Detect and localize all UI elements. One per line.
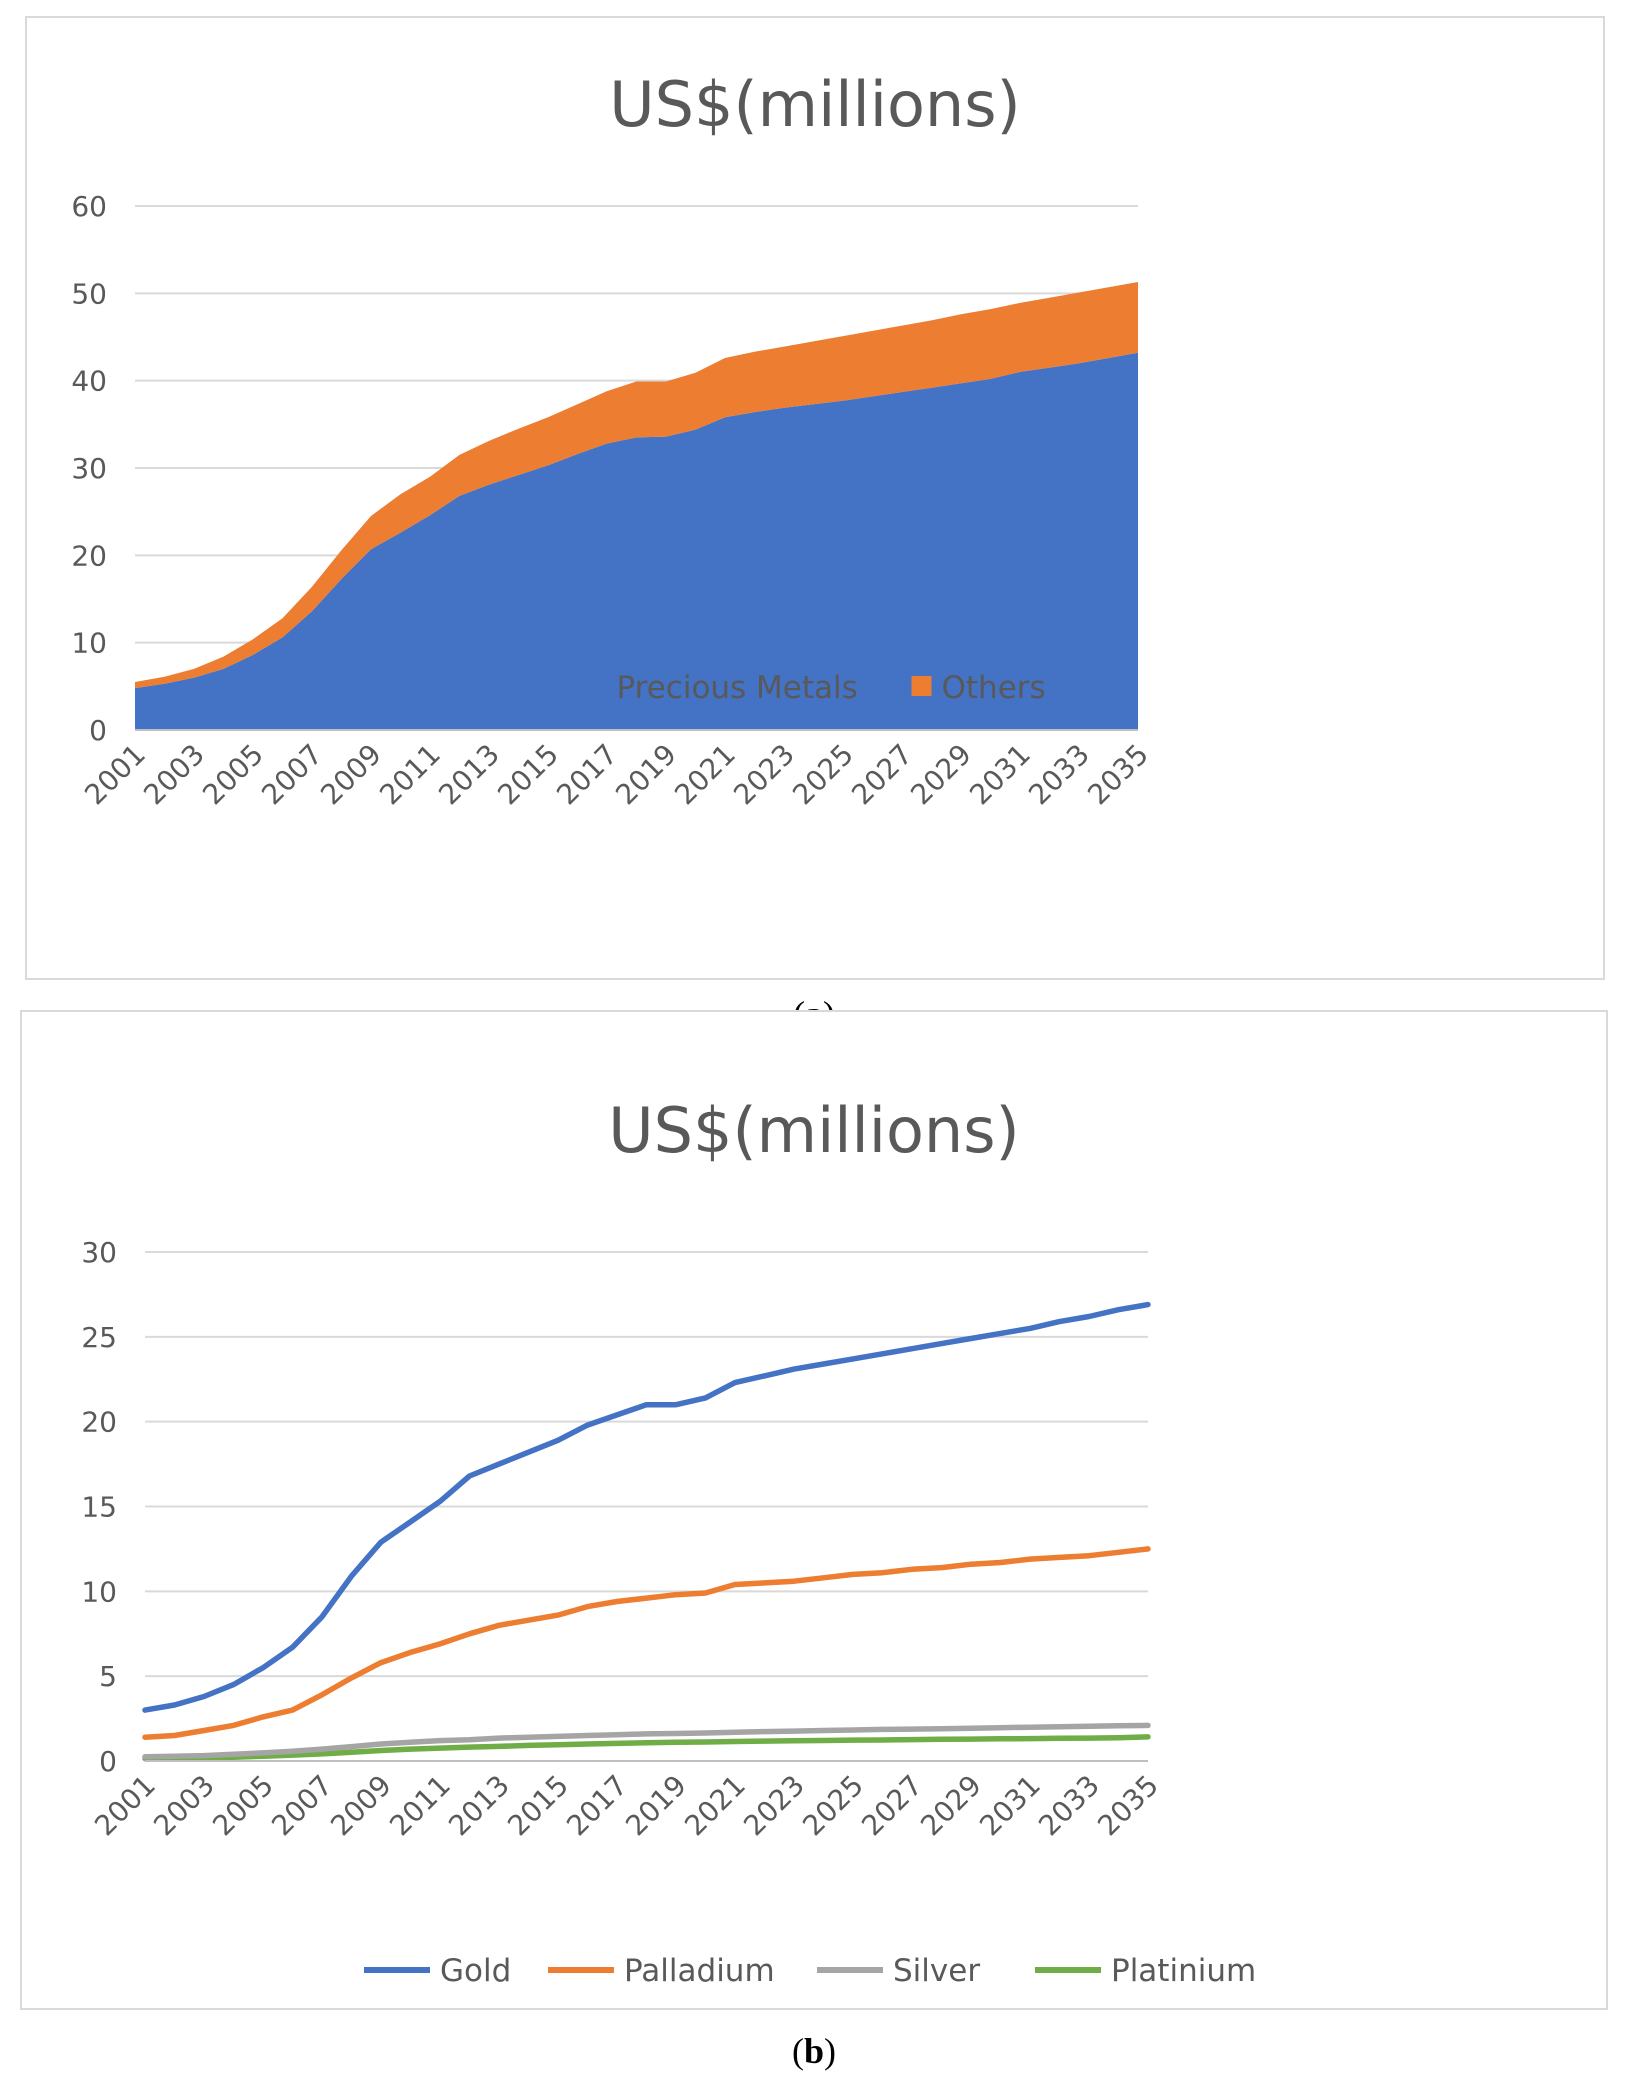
chart-a-x-tick-label: 2017 [550,738,624,812]
chart-b-legend-item: Palladium [548,1953,775,1989]
chart-a-x-tick-label: 2005 [196,738,270,812]
chart-panel-a: US$(millions) 0 10 20 30 40 50 60 2001 2003 2005 20… [25,16,1605,980]
chart-b-series-silver-line [142,1722,1151,1760]
chart-b-x-tick-label: 2015 [501,1769,575,1843]
chart-a-legend-swatch [586,676,607,696]
chart-b-x-tick-label: 2029 [914,1769,988,1843]
chart-b-y-tick-label: 10 [81,1575,117,1608]
chart-b-y-tick-label: 25 [81,1321,117,1354]
chart-a-y-tick-label: 50 [71,277,107,310]
chart-panel-b: US$(millions) 0 5 10 15 20 25 30 2001 2003 2005 200… [20,1010,1608,2010]
chart-a-x-tick-label: 2007 [255,738,329,812]
chart-b-y-tick-label: 15 [81,1491,117,1524]
chart-b-x-tick-label: 2007 [265,1769,339,1843]
chart-a-legend-item: Precious Metals [586,670,858,706]
chart-b-y-tick-label: 30 [81,1236,117,1269]
chart-a-x-tick-label: 2023 [727,738,801,812]
chart-b-x-tick-label: 2033 [1032,1769,1106,1843]
chart-a-y-tick-label: 30 [71,452,107,485]
chart-a-y-tick-label: 40 [71,365,107,398]
chart-b-x-tick-label: 2013 [442,1769,516,1843]
chart-b-x-tick-label: 2011 [383,1769,457,1843]
caption-b-label: b [803,2031,825,2071]
chart-b-x-tick-label: 2005 [206,1769,280,1843]
chart-a-x-tick-label: 2003 [137,738,211,812]
caption-b: (b) [791,2031,837,2071]
chart-a-x-tick-label: 2015 [491,738,565,812]
chart-a-x-tick-label: 2035 [1081,738,1155,812]
chart-a-x-tick-label: 2019 [609,738,683,812]
chart-b-x-tick-label: 2019 [619,1769,693,1843]
chart-a-legend-swatch [911,676,932,696]
chart-a-x-tick-label: 2031 [963,738,1037,812]
chart-a-legend-label: Others [942,670,1046,706]
chart-a-x-tick-label: 2011 [373,738,447,812]
chart-b-x-tick-label: 2021 [678,1769,752,1843]
chart-b-series-palladium-line [142,1546,1151,1740]
chart-a-x-tick-label: 2027 [845,738,919,812]
chart-b-legend-label: Palladium [624,1953,775,1989]
chart-a-x-tick-label: 2025 [786,738,860,812]
chart-b-series-platinium-line [142,1734,1151,1762]
chart-a-series-others-area [135,282,1138,689]
chart-b-x-tick-label: 2023 [737,1769,811,1843]
chart-b-legend-item: Silver [817,1953,980,1989]
line-chart: US$(millions)051015202530200120032005200… [81,1094,1256,1989]
chart-b-series-gold-line [142,1301,1151,1713]
chart-b-x-tick-label: 2001 [88,1769,162,1843]
chart-b-x-tick-label: 2031 [973,1769,1047,1843]
chart-b-legend-label: Silver [893,1953,980,1989]
area-chart: US$(millions)010203040506020012003200520… [71,68,1155,812]
chart-a-x-tick-label: 2033 [1022,738,1096,812]
chart-b-y-tick-label: 0 [99,1745,117,1778]
chart-a-x-tick-label: 2029 [904,738,978,812]
chart-b-y-tick-label: 5 [99,1660,117,1693]
chart-b-legend-item: Platinium [1035,1953,1256,1989]
chart-a-y-tick-label: 20 [71,539,107,572]
chart-a-y-tick-label: 10 [71,627,107,660]
chart-a-y-tick-label: 0 [89,714,107,747]
chart-b-y-tick-label: 20 [81,1406,117,1439]
chart-b-x-tick-label: 2003 [147,1769,221,1843]
chart-a-legend-label: Precious Metals [617,670,858,706]
chart-b-legend-label: Platinium [1111,1953,1256,1989]
chart-b-legend-item: Gold [364,1953,511,1989]
chart-a-x-tick-label: 2009 [314,738,388,812]
chart-b-x-tick-label: 2017 [560,1769,634,1843]
chart-b-x-tick-label: 2009 [324,1769,398,1843]
chart-a-y-tick-label: 60 [71,190,107,223]
chart-a-legend-item: Others [911,670,1046,706]
chart-b-x-tick-label: 2025 [796,1769,870,1843]
chart-b-x-tick-label: 2035 [1091,1769,1165,1843]
chart-b-legend-label: Gold [440,1953,511,1989]
chart-a-x-tick-label: 2013 [432,738,506,812]
chart-b-x-tick-label: 2027 [855,1769,929,1843]
chart-a-x-tick-label: 2021 [668,738,742,812]
chart-a-series-precious-metals-area [135,352,1138,730]
chart-a-title: US$(millions) [609,68,1020,141]
chart-a-x-tick-label: 2001 [78,738,152,812]
chart-b-title: US$(millions) [608,1094,1019,1167]
